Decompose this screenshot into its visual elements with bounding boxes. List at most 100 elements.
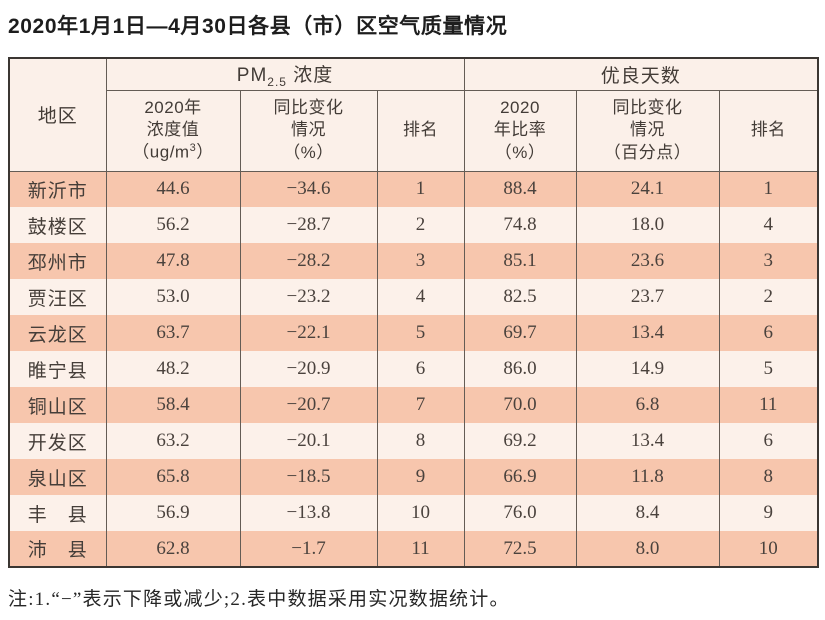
pm25-rank-cell: 8 — [376, 423, 465, 459]
good-ratio-cell: 76.0 — [463, 495, 577, 531]
pm25-change-cell: −28.2 — [239, 243, 378, 279]
table-header: 地区 PM2.5 浓度 优良天数 2020年 浓度值 （ug/m3） 同比变化 … — [8, 57, 819, 172]
good-rank-cell: 6 — [718, 423, 819, 459]
good-change-cell: 8.4 — [575, 495, 720, 531]
page-title: 2020年1月1日—4月30日各县（市）区空气质量情况 — [8, 15, 508, 38]
good-change-line3: （百分点） — [603, 142, 692, 162]
col-header-good-rank: 排名 — [718, 89, 819, 172]
good-rank-cell: 11 — [718, 387, 819, 423]
pm25-value-cell: 56.2 — [105, 207, 241, 243]
pm25-value-unit: （ug/m — [132, 142, 190, 162]
good-ratio-cell: 88.4 — [463, 171, 577, 207]
good-rank-cell: 4 — [718, 207, 819, 243]
pm25-rank-cell: 7 — [376, 387, 465, 423]
pm25-change-cell: −20.7 — [239, 387, 378, 423]
pm25-value-cell: 65.8 — [105, 459, 241, 495]
good-change-cell: 23.7 — [575, 279, 720, 315]
pm25-rank-cell: 4 — [376, 279, 465, 315]
region-cell: 云龙区 — [8, 315, 107, 351]
pm25-value-line1: 2020年 — [144, 98, 202, 118]
good-ratio-cell: 86.0 — [463, 351, 577, 387]
good-change-cell: 23.6 — [575, 243, 720, 279]
good-ratio-cell: 85.1 — [463, 243, 577, 279]
good-ratio-cell: 72.5 — [463, 531, 577, 567]
pm25-value-cell: 58.4 — [105, 387, 241, 423]
good-change-cell: 24.1 — [575, 171, 720, 207]
pm25-rank-cell: 9 — [376, 459, 465, 495]
table-row: 睢宁县 48.2 −20.9 6 86.0 14.9 5 — [8, 351, 819, 387]
table-row: 开发区 63.2 −20.1 8 69.2 13.4 6 — [8, 423, 819, 459]
group-header-pm25: PM2.5 浓度 — [105, 57, 465, 91]
good-ratio-cell: 69.7 — [463, 315, 577, 351]
good-rank-cell: 5 — [718, 351, 819, 387]
table-row: 丰 县 56.9 −13.8 10 76.0 8.4 9 — [8, 495, 819, 531]
pm25-change-line3: （%） — [283, 142, 334, 162]
table-row: 沛 县 62.8 −1.7 11 72.5 8.0 10 — [8, 531, 819, 567]
col-header-pm25-value: 2020年 浓度值 （ug/m3） — [105, 89, 241, 172]
ratio-line3: （%） — [494, 142, 546, 162]
pm25-value-cell: 47.8 — [105, 243, 241, 279]
col-header-good-ratio: 2020 年比率 （%） — [463, 89, 577, 172]
sub-header-row: 2020年 浓度值 （ug/m3） 同比变化 情况 （%） 排名 2020 年比… — [9, 89, 819, 172]
region-cell: 沛 县 — [8, 531, 107, 567]
good-ratio-cell: 70.0 — [463, 387, 577, 423]
region-cell: 邳州市 — [8, 243, 107, 279]
table-row: 云龙区 63.7 −22.1 5 69.7 13.4 6 — [8, 315, 819, 351]
pm25-value-cell: 53.0 — [105, 279, 241, 315]
col-header-region: 地区 — [8, 57, 107, 172]
pm25-change-line1: 同比变化 — [273, 98, 344, 118]
good-change-cell: 13.4 — [575, 315, 720, 351]
good-ratio-cell: 66.9 — [463, 459, 577, 495]
good-change-cell: 13.4 — [575, 423, 720, 459]
good-ratio-cell: 82.5 — [463, 279, 577, 315]
good-ratio-cell: 74.8 — [463, 207, 577, 243]
region-cell: 开发区 — [8, 423, 107, 459]
pm25-change-cell: −34.6 — [239, 171, 378, 207]
region-cell: 贾汪区 — [8, 279, 107, 315]
pm25-change-cell: −20.9 — [239, 351, 378, 387]
good-rank-cell: 8 — [718, 459, 819, 495]
pm25-change-cell: −18.5 — [239, 459, 378, 495]
pm25-label-pre: PM — [236, 64, 268, 86]
region-cell: 泉山区 — [8, 459, 107, 495]
pm25-label-subscript: 2.5 — [267, 74, 287, 89]
good-ratio-cell: 69.2 — [463, 423, 577, 459]
pm25-change-cell: −13.8 — [239, 495, 378, 531]
good-change-cell: 14.9 — [575, 351, 720, 387]
good-rank-cell: 10 — [718, 531, 819, 567]
pm25-value-unit-sup: 3 — [189, 142, 197, 155]
good-rank-cell: 9 — [718, 495, 819, 531]
pm25-value-cell: 48.2 — [105, 351, 241, 387]
table-row: 铜山区 58.4 −20.7 7 70.0 6.8 11 — [8, 387, 819, 423]
col-header-pm25-rank: 排名 — [376, 89, 465, 172]
pm25-rank-cell: 6 — [376, 351, 465, 387]
table-row: 新沂市 44.6 −34.6 1 88.4 24.1 1 — [8, 171, 819, 207]
ratio-line1: 2020 — [500, 98, 540, 118]
pm25-rank-cell: 11 — [376, 531, 465, 567]
pm25-rank-cell: 3 — [376, 243, 465, 279]
pm25-rank-cell: 2 — [376, 207, 465, 243]
table-row: 邳州市 47.8 −28.2 3 85.1 23.6 3 — [8, 243, 819, 279]
region-cell: 丰 县 — [8, 495, 107, 531]
good-rank-cell: 1 — [718, 171, 819, 207]
pm25-change-cell: −22.1 — [239, 315, 378, 351]
good-change-cell: 8.0 — [575, 531, 720, 567]
ratio-line2: 年比率 — [493, 120, 547, 140]
footnote: 注:1.“−”表示下降或减少;2.表中数据采用实况数据统计。 — [8, 589, 510, 610]
group-header-row: 地区 PM2.5 浓度 优良天数 — [8, 57, 819, 172]
pm25-change-line2: 情况 — [291, 120, 326, 140]
air-quality-table: 地区 PM2.5 浓度 优良天数 2020年 浓度值 （ug/m3） 同比变化 … — [8, 57, 820, 568]
pm25-label-post: 浓度 — [286, 64, 334, 86]
col-header-good-change: 同比变化 情况 （百分点） — [575, 89, 720, 172]
group-header-good-days: 优良天数 — [463, 57, 819, 91]
pm25-rank-cell: 10 — [376, 495, 465, 531]
pm25-value-cell: 56.9 — [105, 495, 241, 531]
pm25-value-cell: 63.2 — [105, 423, 241, 459]
pm25-change-cell: −28.7 — [239, 207, 378, 243]
good-rank-cell: 2 — [718, 279, 819, 315]
good-rank-cell: 6 — [718, 315, 819, 351]
good-change-cell: 18.0 — [575, 207, 720, 243]
good-change-cell: 11.8 — [575, 459, 720, 495]
pm25-change-cell: −1.7 — [239, 531, 378, 567]
